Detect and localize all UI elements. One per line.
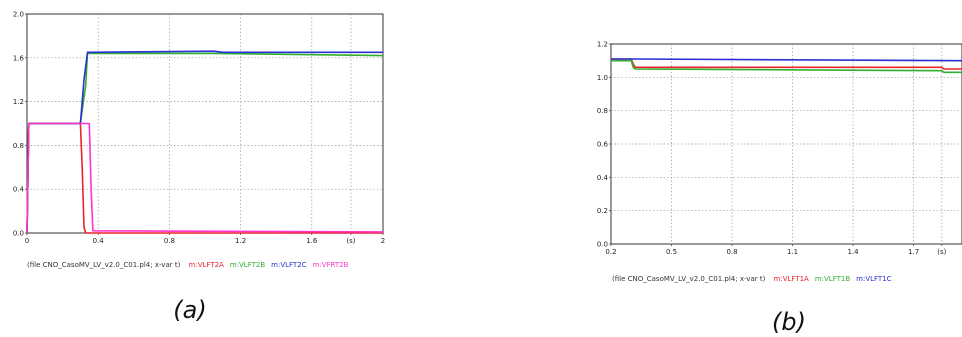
y-tick-label: 1.2 — [597, 41, 608, 49]
y-tick-label: 0.4 — [597, 174, 609, 182]
x-tick-label: 0.2 — [605, 248, 616, 256]
x-tick-label: 0.5 — [666, 248, 677, 256]
y-tick-label: 0.0 — [13, 230, 24, 238]
x-tick-label: 0.4 — [93, 237, 105, 245]
y-tick-label: 0.8 — [13, 142, 24, 150]
x-tick-label: 1.7 — [908, 248, 919, 256]
y-tick-label: 0.0 — [597, 241, 608, 249]
legend-file-label: (file CNO_CasoMV_LV_v2.0_C01.pl4; x-var … — [612, 275, 768, 283]
legend: (file CNO_CasoMV_LV_v2.0_C01.pl4; x-var … — [27, 261, 349, 269]
x-tick-label: (s) — [346, 237, 355, 245]
figure-caption: (a) — [173, 296, 206, 324]
x-tick-label: 1.4 — [847, 248, 859, 256]
y-tick-label: 1.0 — [597, 74, 608, 82]
x-tick-label: 1.2 — [235, 237, 246, 245]
legend-entry: m:VLFT2B — [230, 261, 265, 269]
series-line-m-vlft1b — [611, 59, 962, 74]
x-tick-label: 0.8 — [164, 237, 175, 245]
y-tick-label: 0.2 — [597, 207, 608, 215]
y-tick-label: 0.6 — [597, 141, 609, 149]
legend-entry: m:VLFT1A — [774, 275, 809, 283]
x-tick-label: 0 — [25, 237, 29, 245]
chart-a: 0 0.4 0.8 1.2 1.6 (s) 2 0.0 0.4 0.8 1.2 1.6 2.0 (file… — [13, 11, 385, 325]
x-tick-label: 1.1 — [787, 248, 798, 256]
legend-entry: m:VLFT2C — [271, 261, 306, 269]
chart-b: 0.2 0.5 0.8 1.1 1.4 1.7 (s)0.00.20.40.60.81.01… — [597, 41, 962, 336]
x-tick-label: (s) — [937, 248, 946, 256]
legend-entry: m:VLFT1B — [815, 275, 850, 283]
legend: (file CNO_CasoMV_LV_v2.0_C01.pl4; x-var … — [612, 275, 892, 283]
y-tick-label: 2.0 — [13, 11, 24, 19]
y-tick-label: 0.8 — [597, 107, 608, 115]
legend-entry: m:VFRT2B — [313, 261, 349, 269]
y-tick-label: 1.2 — [13, 98, 24, 106]
series-line-m-vfrt2b — [26, 122, 384, 234]
x-tick-label: 1.6 — [306, 237, 318, 245]
legend-entry: m:VLFT1C — [856, 275, 891, 283]
x-tick-label: 0.8 — [726, 248, 737, 256]
y-tick-label: 1.6 — [13, 54, 25, 62]
figure-caption: (b) — [772, 308, 806, 336]
series-line-m-vlft1c — [611, 58, 962, 62]
y-tick-label: 0.4 — [13, 186, 25, 194]
legend-entry: m:VLFT2A — [189, 261, 224, 269]
x-tick-label: 2 — [381, 237, 385, 245]
legend-file-label: (file CNO_CasoMV_LV_v2.0_C01.pl4; x-var … — [27, 261, 183, 269]
